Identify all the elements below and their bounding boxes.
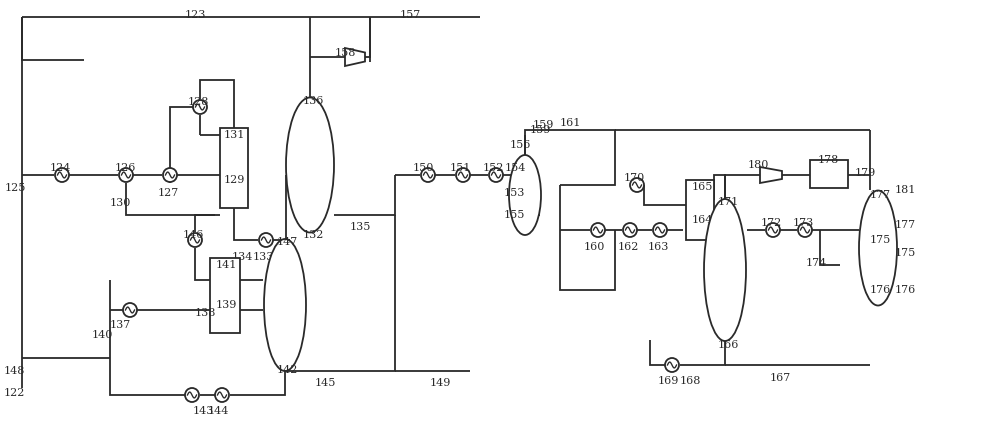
- Circle shape: [653, 223, 667, 237]
- Text: 176: 176: [870, 285, 891, 295]
- Circle shape: [215, 388, 229, 402]
- Text: 172: 172: [761, 218, 782, 228]
- Ellipse shape: [704, 199, 746, 341]
- Text: 124: 124: [50, 163, 71, 173]
- Text: 177: 177: [870, 190, 891, 200]
- Text: 131: 131: [224, 130, 245, 140]
- Circle shape: [798, 223, 812, 237]
- Bar: [210, 258, 240, 332]
- Circle shape: [456, 168, 470, 182]
- Text: 167: 167: [770, 373, 791, 383]
- Text: 179: 179: [855, 168, 876, 178]
- Text: 141: 141: [216, 260, 237, 270]
- Ellipse shape: [264, 239, 306, 371]
- Text: 180: 180: [748, 160, 769, 170]
- Text: 150: 150: [413, 163, 434, 173]
- Text: 147: 147: [277, 237, 298, 247]
- Text: 127: 127: [158, 188, 179, 198]
- Circle shape: [623, 223, 637, 237]
- Text: 129: 129: [224, 175, 245, 185]
- Circle shape: [185, 388, 199, 402]
- Text: 151: 151: [450, 163, 471, 173]
- Bar: [686, 180, 714, 240]
- Text: 165: 165: [692, 182, 713, 192]
- Text: 144: 144: [208, 406, 229, 416]
- Text: 132: 132: [303, 230, 324, 240]
- Text: 130: 130: [110, 198, 131, 208]
- Text: 136: 136: [303, 96, 324, 106]
- Text: 160: 160: [584, 242, 605, 252]
- Text: 122: 122: [4, 388, 25, 398]
- Text: 181: 181: [895, 185, 916, 195]
- Text: 161: 161: [560, 118, 581, 128]
- Text: 145: 145: [315, 378, 336, 388]
- Text: 138: 138: [195, 308, 216, 318]
- Circle shape: [766, 223, 780, 237]
- Text: 140: 140: [92, 330, 113, 340]
- Ellipse shape: [509, 155, 541, 235]
- Ellipse shape: [286, 98, 334, 233]
- Text: 139: 139: [216, 300, 237, 310]
- Ellipse shape: [859, 190, 897, 305]
- Circle shape: [123, 303, 137, 317]
- Text: 152: 152: [483, 163, 504, 173]
- Text: 128: 128: [188, 97, 209, 107]
- Circle shape: [630, 178, 644, 192]
- Text: 154: 154: [505, 163, 526, 173]
- Text: 125: 125: [5, 183, 26, 193]
- Circle shape: [188, 233, 202, 247]
- Text: 142: 142: [277, 365, 298, 375]
- Text: 123: 123: [185, 10, 206, 20]
- Bar: [810, 160, 848, 188]
- Text: 137: 137: [110, 320, 131, 330]
- Text: 164: 164: [692, 215, 713, 225]
- Text: 170: 170: [624, 173, 645, 183]
- Text: 159: 159: [530, 125, 551, 135]
- Text: 156: 156: [510, 140, 531, 150]
- Text: 159: 159: [533, 120, 554, 130]
- Circle shape: [259, 233, 273, 247]
- Text: 177: 177: [895, 220, 916, 230]
- Polygon shape: [345, 48, 365, 66]
- Polygon shape: [760, 167, 782, 183]
- Text: 149: 149: [430, 378, 451, 388]
- Text: 126: 126: [115, 163, 136, 173]
- Text: 135: 135: [350, 222, 371, 232]
- Text: 146: 146: [183, 230, 204, 240]
- Text: 175: 175: [870, 235, 891, 245]
- Circle shape: [591, 223, 605, 237]
- Circle shape: [193, 100, 207, 114]
- Text: 155: 155: [504, 210, 525, 220]
- Circle shape: [55, 168, 69, 182]
- Text: 176: 176: [895, 285, 916, 295]
- Text: 157: 157: [400, 10, 421, 20]
- Text: 174: 174: [806, 258, 827, 268]
- Text: 178: 178: [818, 155, 839, 165]
- Text: 134: 134: [232, 252, 253, 262]
- Circle shape: [119, 168, 133, 182]
- Circle shape: [163, 168, 177, 182]
- Text: 163: 163: [648, 242, 669, 252]
- Circle shape: [421, 168, 435, 182]
- Text: 153: 153: [504, 188, 525, 198]
- Text: 148: 148: [4, 366, 25, 376]
- Text: 143: 143: [193, 406, 214, 416]
- Text: 158: 158: [335, 48, 356, 58]
- Text: 166: 166: [718, 340, 739, 350]
- Text: 173: 173: [793, 218, 814, 228]
- Text: 169: 169: [658, 376, 679, 386]
- Text: 175: 175: [895, 248, 916, 258]
- Circle shape: [665, 358, 679, 372]
- Text: 162: 162: [618, 242, 639, 252]
- Text: 171: 171: [718, 197, 739, 207]
- Circle shape: [489, 168, 503, 182]
- Text: 168: 168: [680, 376, 701, 386]
- Bar: [220, 128, 248, 208]
- Text: 133: 133: [253, 252, 274, 262]
